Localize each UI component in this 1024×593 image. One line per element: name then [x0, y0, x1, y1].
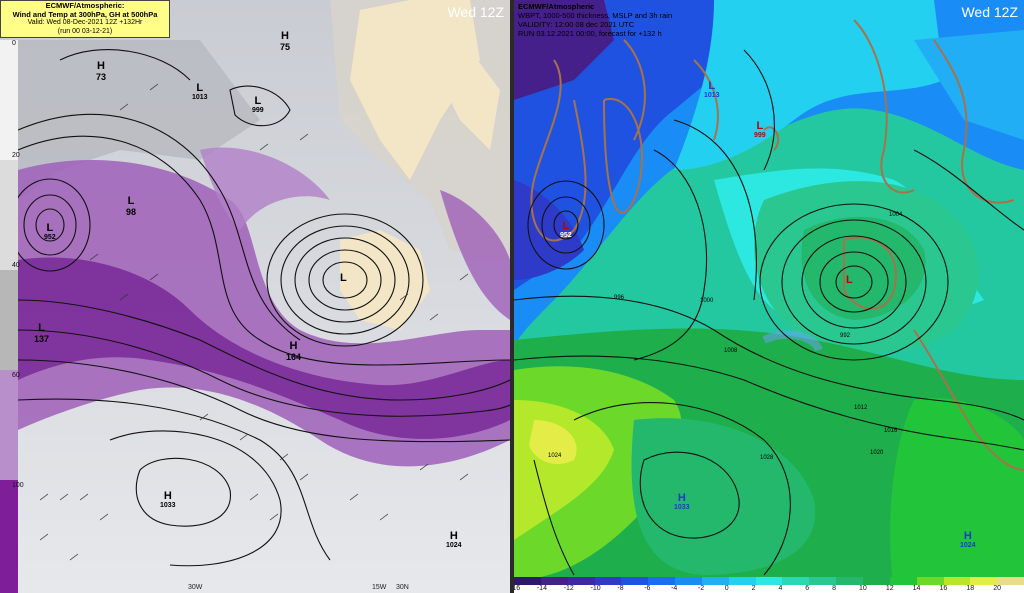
pressure-label: L 137 — [34, 322, 50, 344]
isobar-label: 1016 — [884, 428, 898, 434]
longitude-label: 15W — [372, 584, 387, 591]
isobar-label: 1004 — [889, 212, 903, 218]
colorbar-tick: 4 — [778, 585, 783, 592]
pressure-label: H 73 — [96, 60, 107, 82]
colorbar-cell: -2 — [698, 577, 729, 592]
colorbar-tick: 14 — [912, 585, 921, 592]
pressure-label: L 952 — [44, 222, 56, 241]
pressure-label: L 999 — [754, 120, 766, 139]
colorbar-tick: -14 — [536, 585, 547, 592]
colorbar-cell: -12 — [564, 577, 595, 592]
colorbar-cell: 6 — [805, 577, 837, 592]
pressure-label: L 98 — [126, 195, 137, 217]
colorbar-tick: -4 — [671, 585, 678, 592]
right-map-panel: 1004 1008 1012 1016 1020 1024 1028 992 9… — [514, 0, 1024, 593]
colorbar-cell: 0 — [725, 577, 756, 592]
isobar-label: 1000 — [700, 298, 714, 304]
pressure-label: H 1033 — [674, 492, 690, 511]
right-map-svg — [514, 0, 1024, 593]
colorbar-tick: -16 — [514, 585, 521, 592]
colorbar-tick: 12 — [885, 585, 894, 592]
colorbar-tick: -12 — [563, 585, 574, 592]
left-map-panel: 0 20 40 60 100 H 73 L 952 L 999 H 75 L 1013 L… — [0, 0, 510, 593]
colorbar-cell: 20 — [993, 577, 1024, 592]
colorbar-tick: 0 — [12, 40, 16, 47]
isobar-label: 1020 — [870, 450, 884, 456]
colorbar-cell: 16 — [940, 577, 971, 592]
pressure-label: L 952 — [560, 220, 572, 239]
panel-separator — [510, 0, 514, 593]
colorbar-cell: 2 — [752, 577, 783, 592]
longitude-label: 30W — [188, 584, 203, 591]
colorbar-cell: 10 — [859, 577, 890, 592]
pressure-label: L — [340, 272, 347, 284]
colorbar-cell: 18 — [966, 577, 998, 592]
right-map-header: ECMWF/Atmospheric WBPT, 1000-500 thickne… — [518, 2, 673, 38]
colorbar-tick: 100 — [12, 482, 24, 489]
right-day-label: Wed 12Z — [961, 4, 1018, 20]
pressure-label: L 999 — [252, 95, 264, 114]
pressure-label: H 1033 — [160, 490, 176, 509]
colorbar-tick: -2 — [697, 585, 705, 592]
colorbar-cell: -8 — [617, 577, 649, 592]
isobar-label: 1012 — [854, 405, 868, 411]
colorbar-cell: -16 — [514, 577, 541, 592]
colorbar-tick: 60 — [12, 372, 20, 379]
colorbar-tick: -6 — [644, 585, 651, 592]
pressure-label: H 1024 — [446, 530, 462, 549]
pressure-label: L 1013 — [192, 82, 208, 101]
pressure-label: L 1013 — [704, 80, 720, 99]
colorbar-cell: 14 — [913, 577, 944, 592]
left-map-svg — [0, 0, 510, 593]
colorbar-cell: -6 — [644, 577, 676, 592]
pressure-label: H 1024 — [960, 530, 976, 549]
colorbar-cell: -14 — [537, 577, 568, 592]
colorbar-cell: -4 — [671, 577, 702, 592]
left-map-header: ECMWF/Atmospheric: Wind and Temp at 300h… — [0, 0, 170, 38]
colorbar-tick: 2 — [751, 585, 756, 592]
colorbar-cell: 8 — [832, 577, 863, 592]
colorbar-tick: 6 — [805, 585, 810, 592]
isobar-label: 1024 — [548, 453, 562, 459]
colorbar-tick: 20 — [993, 585, 1001, 592]
colorbar-cell: 4 — [778, 577, 810, 592]
colorbar-tick: 16 — [939, 585, 948, 592]
isobar-label: 1028 — [760, 455, 774, 461]
isobar-label: 1008 — [724, 348, 738, 354]
colorbar-tick: 0 — [724, 585, 729, 592]
colorbar-tick: -10 — [590, 585, 601, 592]
pressure-label: H 164 — [286, 340, 302, 362]
colorbar-tick: 10 — [858, 585, 867, 592]
latitude-label: 30N — [396, 584, 409, 591]
colorbar-cell: 12 — [886, 577, 917, 592]
pressure-label: L — [846, 274, 853, 286]
left-day-label: Wed 12Z — [447, 4, 504, 20]
left-colorbar: 0 20 40 60 100 — [0, 40, 24, 593]
colorbar-cell: -10 — [591, 577, 622, 592]
colorbar-tick: 18 — [966, 585, 975, 592]
isobar-label: 992 — [840, 333, 851, 339]
pressure-label: H 75 — [280, 30, 291, 52]
isobar-label: 996 — [614, 295, 625, 301]
colorbar-tick: 40 — [12, 262, 20, 269]
colorbar-tick: -8 — [617, 585, 624, 592]
colorbar-tick: 8 — [832, 585, 837, 592]
colorbar-tick: 20 — [12, 152, 20, 159]
right-colorbar: -16 -14 -12 -10 -8 -6 -4 -2 0 2 4 6 8 10 12 14 16 18 20 — [514, 577, 1024, 593]
